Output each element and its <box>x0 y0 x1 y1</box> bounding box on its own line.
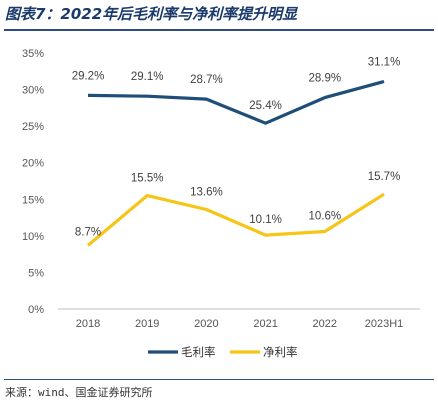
gross-margin-data-label: 28.9% <box>308 73 341 85</box>
chart-title: 图表7：2022年后毛利率与净利率提升明显 <box>5 5 298 23</box>
x-tick-label: 2022 <box>313 318 337 330</box>
net-margin-data-label: 15.5% <box>131 173 164 185</box>
y-tick-label: 35% <box>22 48 44 60</box>
net-margin-data-label: 10.1% <box>249 214 282 226</box>
gross-margin-line <box>87 79 385 125</box>
title-divider <box>4 29 434 31</box>
source-note: 来源：wind、国金证券研究所 <box>5 386 153 399</box>
x-tick-label: 2020 <box>194 318 218 330</box>
net-margin-data-label: 10.6% <box>308 210 341 222</box>
x-tick-label: 2023H1 <box>365 318 404 330</box>
net-margin-data-label: 8.7% <box>75 226 101 238</box>
net-margin-line <box>86 192 385 247</box>
y-tick-label: 5% <box>28 267 44 279</box>
x-tick-label: 2018 <box>76 318 100 330</box>
x-tick-label: 2021 <box>253 318 277 330</box>
gross-margin-data-label: 28.7% <box>190 74 223 86</box>
legend-gross-margin-label: 毛利率 <box>181 345 216 359</box>
gross-margin-data-label: 29.2% <box>72 70 105 82</box>
y-tick-label: 15% <box>22 194 44 206</box>
gross-margin-data-label: 25.4% <box>249 100 282 112</box>
y-tick-label: 0% <box>28 304 44 316</box>
gross-margin-data-label: 31.1% <box>368 57 401 69</box>
y-tick-label: 20% <box>22 158 44 170</box>
x-tick-label: 2019 <box>135 318 159 330</box>
y-tick-label: 10% <box>22 231 44 243</box>
y-tick-label: 25% <box>22 121 44 133</box>
gross-margin-data-label: 29.1% <box>131 71 164 83</box>
net-margin-data-label: 15.7% <box>368 171 401 183</box>
legend-net-margin-label: 净利率 <box>263 345 298 359</box>
net-margin-data-label: 13.6% <box>190 187 223 199</box>
source-divider <box>4 379 434 380</box>
y-tick-label: 30% <box>22 85 44 97</box>
